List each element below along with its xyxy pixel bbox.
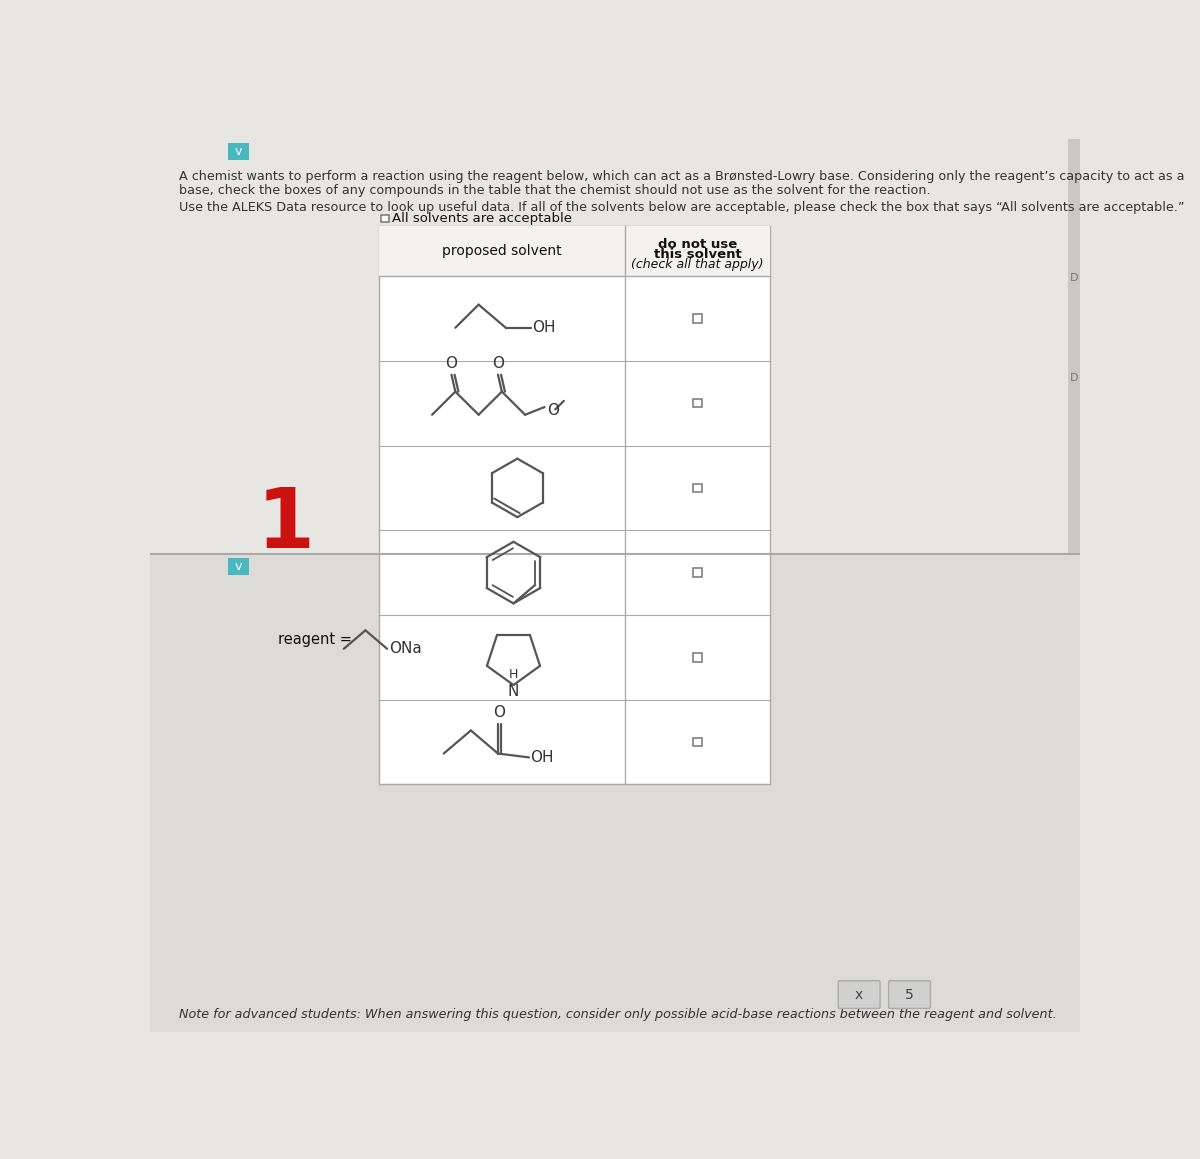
Text: O: O (445, 356, 457, 371)
Text: N: N (508, 684, 520, 699)
Bar (694, 738, 702, 746)
Text: OH: OH (532, 320, 556, 335)
Bar (1068, 139, 1080, 554)
Bar (694, 483, 702, 493)
Text: OH: OH (530, 750, 554, 765)
Bar (379, 226, 770, 276)
Text: O: O (493, 706, 505, 721)
Text: All solvents are acceptable: All solvents are acceptable (391, 212, 571, 225)
Text: D: D (1069, 272, 1078, 283)
Text: ONa: ONa (389, 641, 421, 656)
Text: O: O (547, 403, 559, 418)
Bar (150, 554, 1080, 1032)
Text: 1: 1 (257, 483, 314, 564)
Text: this solvent: this solvent (654, 248, 742, 261)
Text: 5: 5 (905, 987, 914, 1001)
Text: (check all that apply): (check all that apply) (631, 257, 763, 271)
FancyBboxPatch shape (888, 981, 930, 1008)
Text: proposed solvent: proposed solvent (442, 245, 562, 258)
Bar (694, 568, 702, 577)
Text: v: v (235, 145, 242, 158)
Text: O: O (492, 356, 504, 371)
Text: H: H (509, 668, 518, 681)
Text: D: D (1069, 373, 1078, 382)
Bar (379, 226, 770, 785)
Bar (694, 314, 702, 322)
Text: base, check the boxes of any compounds in the table that the chemist should not : base, check the boxes of any compounds i… (180, 184, 931, 197)
Text: x: x (854, 987, 863, 1001)
Text: v: v (235, 560, 242, 573)
Text: Note for advanced students: When answering this question, consider only possible: Note for advanced students: When answeri… (180, 1007, 1057, 1021)
Bar (228, 143, 250, 160)
Bar (694, 653, 702, 662)
Bar (694, 399, 702, 408)
Text: Use the ALEKS Data resource to look up useful data. If all of the solvents below: Use the ALEKS Data resource to look up u… (180, 201, 1184, 213)
FancyBboxPatch shape (839, 981, 880, 1008)
Text: reagent =: reagent = (278, 632, 352, 647)
Bar (380, 214, 389, 223)
Text: do not use: do not use (658, 239, 737, 252)
Text: A chemist wants to perform a reaction using the reagent below, which can act as : A chemist wants to perform a reaction us… (180, 170, 1184, 183)
Bar (228, 557, 250, 575)
